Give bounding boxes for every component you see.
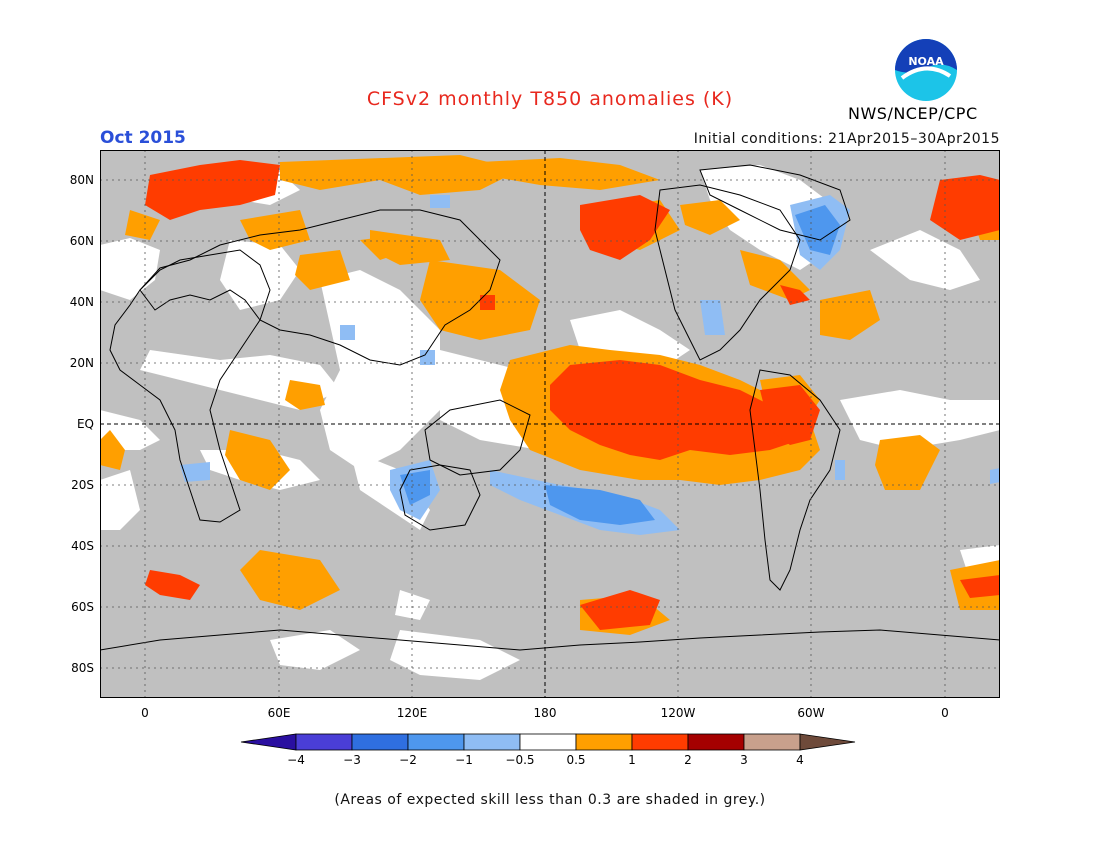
colorbar-cell bbox=[631, 733, 689, 751]
colorbar-label: 3 bbox=[740, 753, 748, 767]
logo-text: NOAA bbox=[908, 55, 944, 68]
lon-label-0-west: 0 bbox=[141, 706, 149, 720]
colorbar-label: 1 bbox=[628, 753, 636, 767]
coastlines bbox=[100, 164, 1000, 651]
lat-label-20s: 20S bbox=[71, 478, 94, 492]
noaa-logo-icon: NOAA bbox=[895, 39, 957, 101]
equator-dateline bbox=[100, 150, 1000, 698]
eurasia-coastline bbox=[139, 209, 501, 366]
maritime-continent-coastline bbox=[424, 399, 531, 476]
australia-coastline bbox=[399, 464, 481, 531]
colorbar bbox=[240, 733, 856, 751]
forecast-month: Oct 2015 bbox=[100, 128, 186, 148]
north-america-coastline bbox=[654, 184, 801, 361]
colorbar-label: −0.5 bbox=[505, 753, 535, 767]
chart-title: CFSv2 monthly T850 anomalies (K) bbox=[366, 88, 734, 110]
lat-label-20n: 20N bbox=[69, 356, 94, 370]
antarctica-coastline bbox=[100, 629, 1000, 651]
colorbar-cell bbox=[743, 733, 801, 751]
anomaly-map bbox=[100, 150, 1000, 698]
lon-label-0-east: 0 bbox=[941, 706, 949, 720]
warm-anomaly-1-2 bbox=[145, 160, 1000, 630]
colorbar-label: −4 bbox=[287, 753, 305, 767]
colorbar-label: −3 bbox=[343, 753, 361, 767]
colorbar-label: −1 bbox=[455, 753, 473, 767]
colorbar-arrow-low bbox=[240, 733, 297, 751]
lat-label-80s: 80S bbox=[71, 661, 94, 675]
organization-label: NWS/NCEP/CPC bbox=[848, 104, 978, 123]
skill-note: (Areas of expected skill less than 0.3 a… bbox=[334, 792, 766, 808]
colorbar-arrow-high bbox=[799, 733, 856, 751]
cool-anomaly-1-2 bbox=[400, 205, 840, 525]
colorbar-cell bbox=[519, 733, 577, 751]
africa-coastline bbox=[109, 249, 271, 523]
colorbar-cell bbox=[687, 733, 745, 751]
colorbar-cell bbox=[351, 733, 409, 751]
lat-label-60s: 60S bbox=[71, 600, 94, 614]
greenland-arctic-coastline bbox=[699, 164, 851, 241]
colorbar-label: 2 bbox=[684, 753, 692, 767]
lat-label-40n: 40N bbox=[69, 295, 94, 309]
colorbar-label: 0.5 bbox=[566, 753, 586, 767]
graticule bbox=[100, 150, 1000, 698]
lon-label-60w: 60W bbox=[797, 706, 825, 720]
colorbar-label: −2 bbox=[399, 753, 417, 767]
colorbar-cell bbox=[295, 733, 353, 751]
initial-conditions: Initial conditions: 21Apr2015–30Apr2015 bbox=[693, 131, 1000, 147]
lat-label-40s: 40S bbox=[71, 539, 94, 553]
colorbar-cell bbox=[463, 733, 521, 751]
colorbar-cell bbox=[575, 733, 633, 751]
south-america-coastline bbox=[749, 369, 841, 591]
colorbar-label: 4 bbox=[796, 753, 804, 767]
lon-label-120w: 120W bbox=[660, 706, 696, 720]
colorbar-cell bbox=[407, 733, 465, 751]
lon-label-120e: 120E bbox=[396, 706, 428, 720]
lat-label-80n: 80N bbox=[69, 173, 94, 187]
lon-label-180: 180 bbox=[533, 706, 557, 720]
lat-label-eq: EQ bbox=[76, 417, 94, 431]
lon-label-60e: 60E bbox=[267, 706, 291, 720]
lat-label-60n: 60N bbox=[69, 234, 94, 248]
